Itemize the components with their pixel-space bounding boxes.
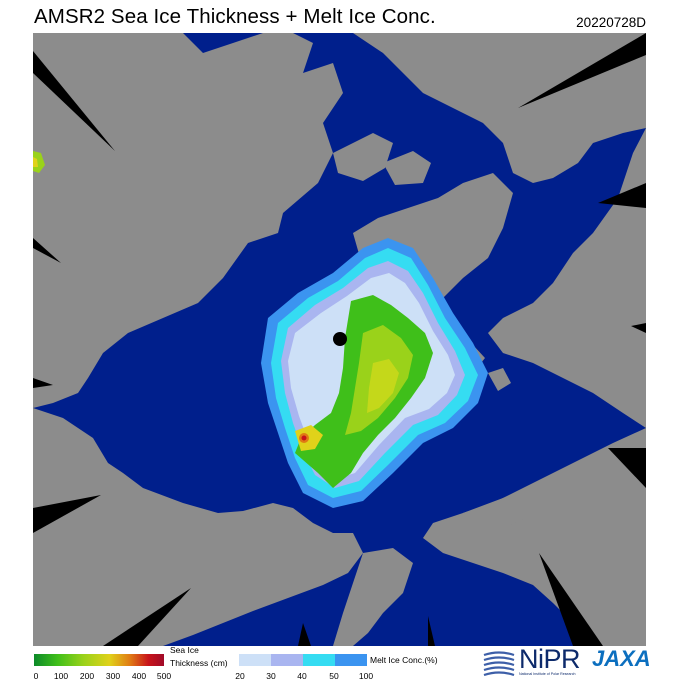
jaxa-logo: JAXA (592, 646, 651, 671)
melt-conc-tick: 30 (266, 671, 276, 681)
arctic-map (33, 33, 646, 646)
melt-conc-label: Melt Ice Conc.(%) (370, 655, 438, 665)
thickness-tick: 200 (79, 671, 95, 681)
thickness-tick: 0 (33, 671, 39, 681)
melt-conc-tick: 20 (235, 671, 245, 681)
melt-conc-tick: 50 (329, 671, 339, 681)
melt-conc-tick: 40 (297, 671, 307, 681)
nipr-logo: NiPR (519, 644, 581, 674)
thickness-label: Sea Ice Thickness (cm) (170, 645, 228, 668)
thickness-tick: 500 (156, 671, 172, 681)
thickness-tick: 400 (131, 671, 147, 681)
thickness-label-line1: Sea Ice (170, 645, 199, 655)
date-label: 20220728D (576, 15, 646, 30)
sea-ice-thickness (33, 151, 433, 488)
land (33, 33, 646, 646)
map-title: AMSR2 Sea Ice Thickness + Melt Ice Conc. (34, 5, 436, 28)
thickness-colorbar (34, 654, 164, 666)
melt-conc-colorbar (239, 654, 367, 666)
nipr-emblem (483, 650, 515, 676)
no-data-swaths (33, 33, 646, 646)
thickness-label-line2: Thickness (cm) (170, 658, 228, 668)
thickness-tick: 100 (53, 671, 69, 681)
pole-hole (333, 332, 347, 346)
nipr-logo-subtitle: National Institute of Polar Research (519, 672, 576, 676)
melt-conc-tick: 100 (358, 671, 374, 681)
thickness-tick: 300 (105, 671, 121, 681)
